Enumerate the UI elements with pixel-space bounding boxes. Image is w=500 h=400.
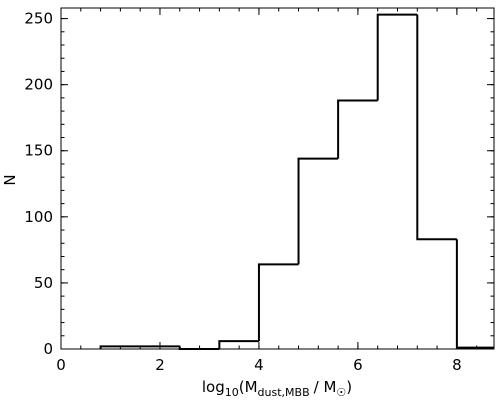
x-axis-label-sub1: dust,MBB — [258, 386, 310, 399]
y-tick-label: 0 — [43, 340, 53, 358]
x-tick-label: 8 — [452, 356, 462, 374]
y-tick-label: 50 — [34, 274, 53, 292]
major-ticks — [60, 8, 494, 350]
histogram-bin — [99, 345, 180, 349]
x-axis-label-sub2: ☉ — [336, 386, 346, 399]
histogram-bin — [455, 239, 494, 349]
histogram-bin — [376, 13, 418, 101]
histogram-bin — [178, 346, 220, 350]
axes-frame — [60, 7, 495, 350]
histogram-bin — [297, 157, 339, 265]
x-tick-label: 4 — [254, 356, 264, 374]
x-tick-label: 0 — [56, 356, 66, 374]
histogram-series — [99, 13, 494, 350]
x-axis-label-open: (M — [239, 378, 258, 396]
x-axis-label-prefix-sub: 10 — [225, 386, 239, 399]
y-tick-label: 100 — [24, 208, 53, 226]
x-tick-label: 6 — [353, 356, 363, 374]
histogram-bin — [337, 99, 378, 159]
y-tick-label: 250 — [24, 10, 53, 28]
tick-labels: 0 2 4 6 8 0 50 100 150 200 250 — [24, 10, 461, 374]
x-axis-label-mid: / M — [314, 378, 337, 396]
minor-ticks — [60, 8, 494, 350]
histogram-bin — [257, 263, 299, 342]
y-axis-label: N — [1, 174, 19, 185]
plot-frame — [60, 7, 495, 350]
y-tick-label: 200 — [24, 76, 53, 94]
histogram-bin — [416, 14, 457, 241]
histogram-bin — [218, 340, 259, 349]
x-tick-label: 2 — [155, 356, 165, 374]
y-tick-label: 150 — [24, 142, 53, 160]
x-axis-label-prefix: log — [202, 378, 225, 396]
x-axis-label-close: ) — [346, 378, 352, 396]
x-axis-label: log10(Mdust,MBB / M☉) — [202, 378, 352, 399]
